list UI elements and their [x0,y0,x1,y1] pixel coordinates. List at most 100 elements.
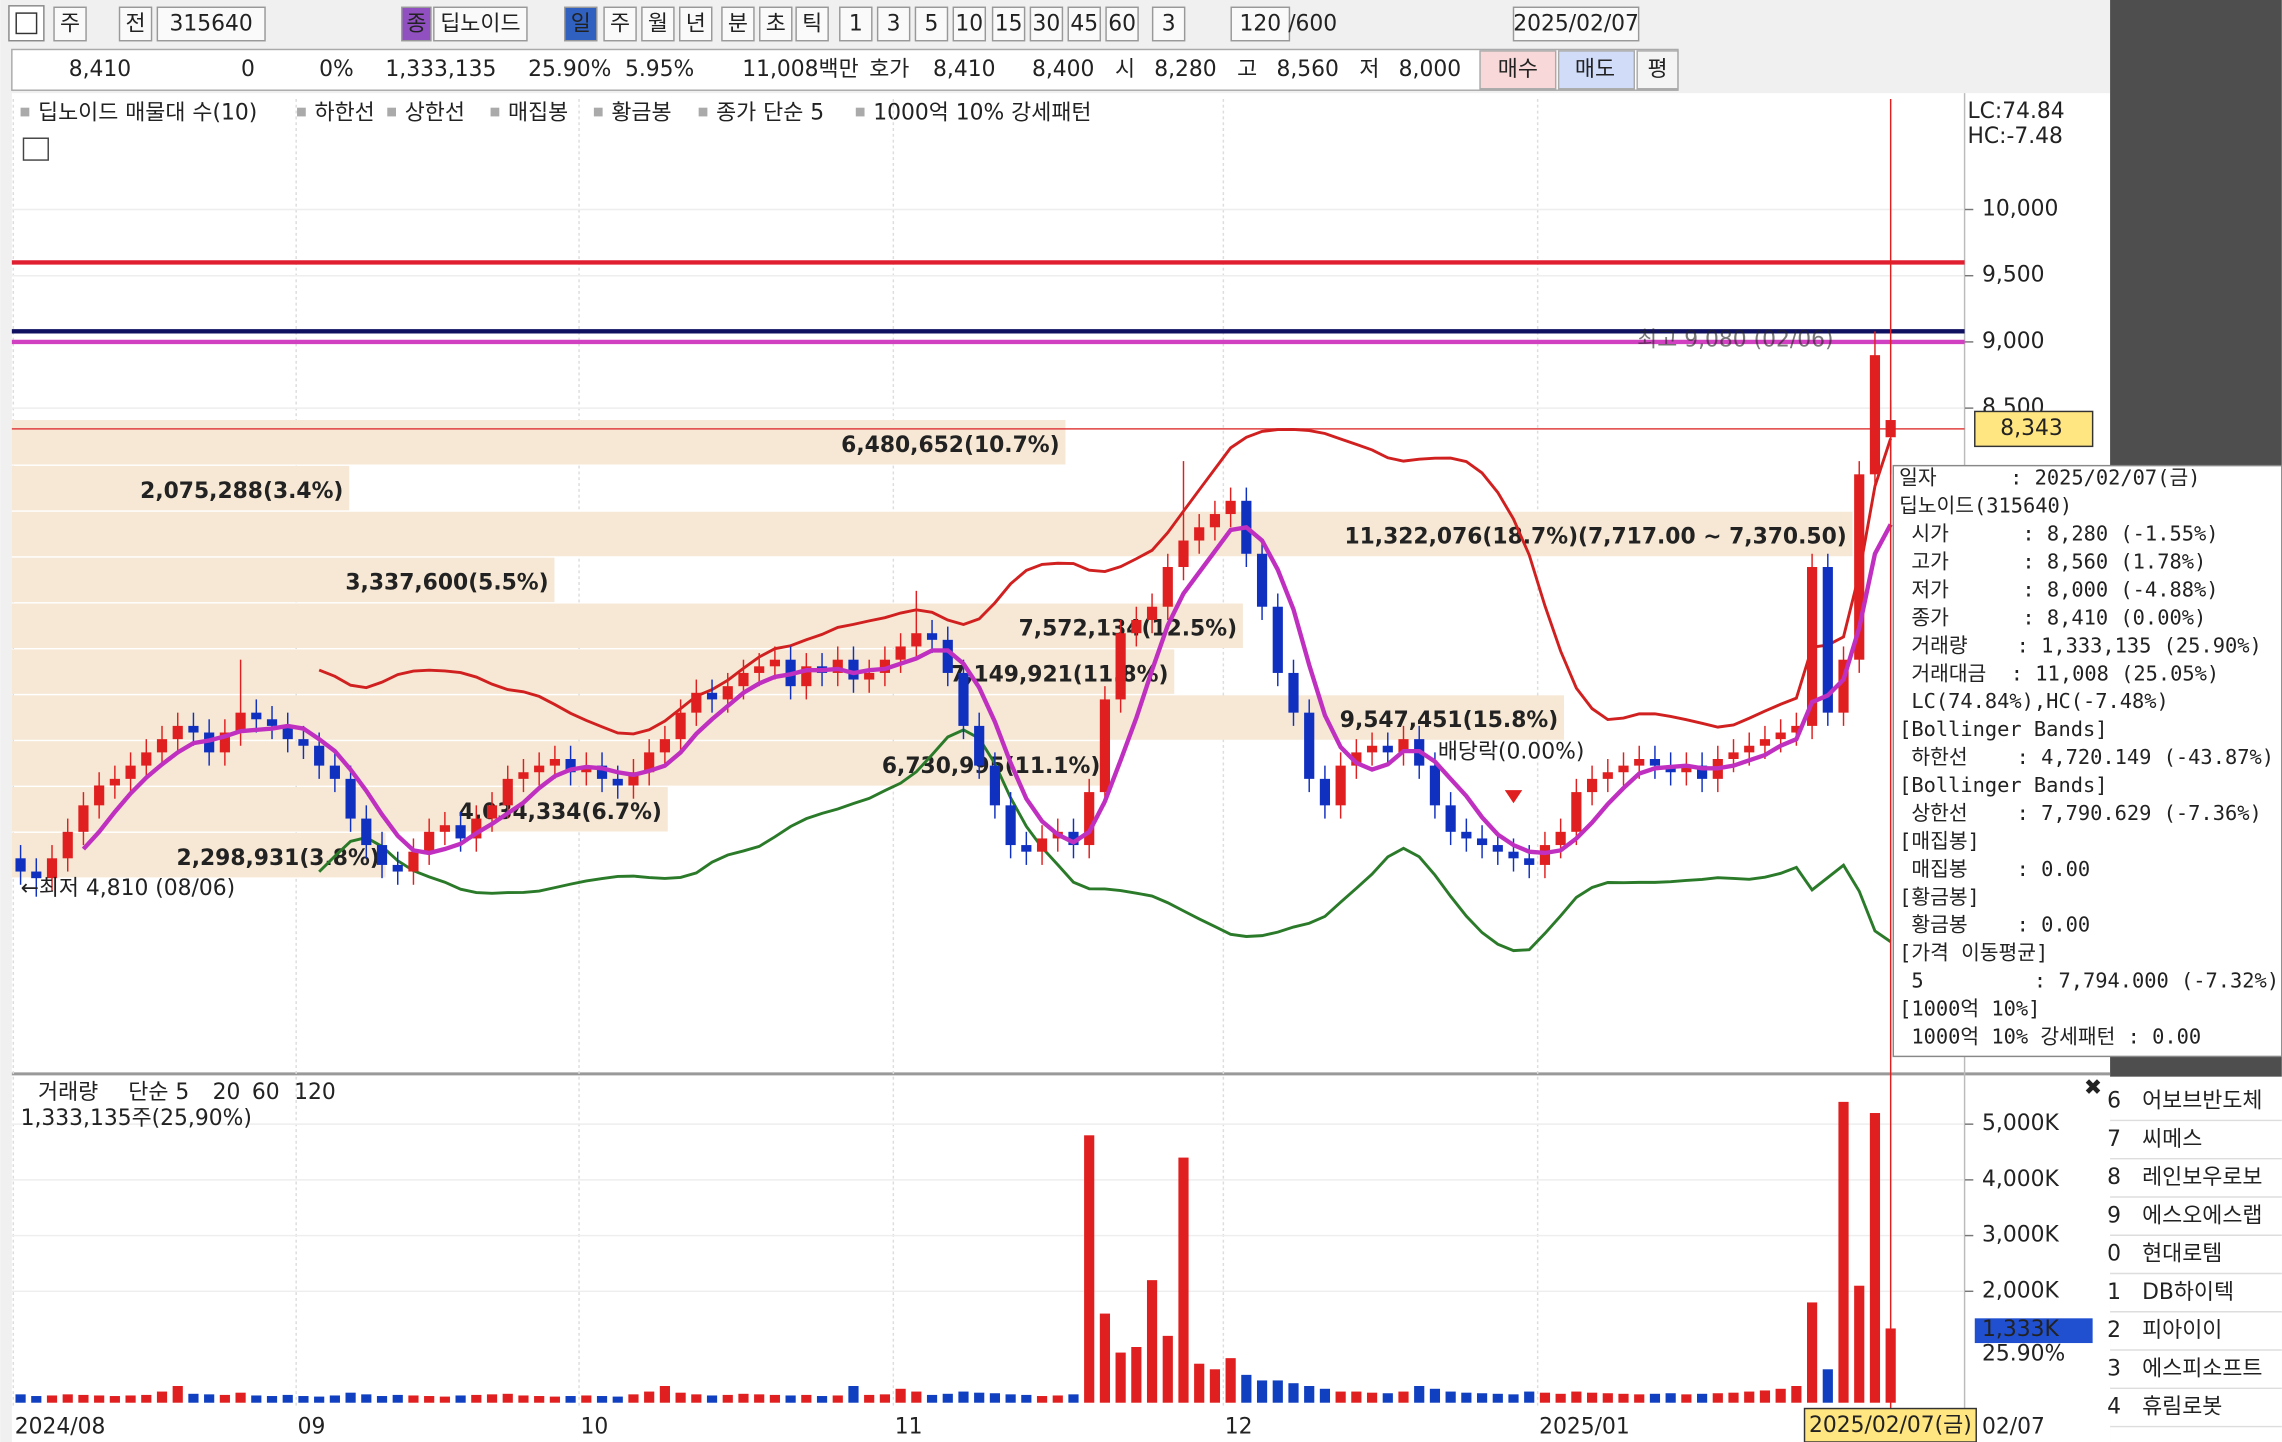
candle-body [911,633,922,647]
toolbar-button[interactable] [641,6,675,42]
candle-body [864,672,875,680]
avg-button[interactable] [1636,50,1679,90]
tooltip-line: 매집봉 : 0.00 [1899,857,2090,881]
x-tick-label: 12 [1225,1414,1253,1439]
toolbar-button[interactable] [721,6,755,42]
candle-body [1508,851,1519,859]
volume-bar [1602,1393,1613,1403]
side-row-name[interactable]: 현대로템 [2142,1242,2222,1267]
sell-button[interactable] [1557,50,1636,90]
side-row-name[interactable]: 에스오에스랩 [2142,1203,2262,1228]
candle-body [219,732,230,753]
toolbar-label: 년 [686,12,706,37]
candle-body [31,871,42,879]
volume-bar [298,1396,309,1403]
candle-body [801,666,812,687]
bollinger-lower [318,728,1892,953]
volume-bar [1728,1392,1739,1403]
tooltip-line: [황금봉] [1899,885,1980,909]
volume-bar [1162,1335,1173,1403]
tooltip-line: 종가 : 8,410 (0.00%) [1899,605,2206,629]
candle-body [1335,765,1346,806]
vol-legend-label: 단순 5 [128,1080,189,1105]
toolbar-button[interactable] [564,6,598,42]
table-icon[interactable] [22,137,49,161]
candle-body [1822,567,1833,713]
volume-bar [1492,1393,1503,1403]
volume-bar [1288,1383,1299,1403]
volume-profile-band [11,832,386,878]
toolbar-button[interactable] [1105,6,1139,42]
toolbar-button[interactable] [952,6,987,42]
legend-swatch [855,107,865,117]
toolbar-button[interactable] [1029,6,1064,42]
side-row-name[interactable]: 레인보우로보 [2142,1165,2262,1190]
side-row-rank: 2 [2107,1318,2121,1343]
toolbar-button[interactable] [53,6,87,42]
volume-profile-label: 11,322,076(18.7%)(7,717.00 ~ 7,370.50) [1344,525,1846,550]
quote-value: 8,410 [69,57,131,82]
tooltip-line: 고가 : 8,560 (1.78%) [1899,550,2206,574]
quote-value: 11,008백만 [742,57,858,82]
candle-body [1288,672,1299,713]
side-row-name[interactable]: 휴림로봇 [2142,1395,2222,1420]
candle-body [1319,778,1331,806]
candle-body [518,772,529,779]
candle-body [486,805,498,819]
candle-body [1256,553,1268,607]
legend-swatch [490,107,500,117]
toolbar-button[interactable] [118,6,153,42]
toolbar-button[interactable] [156,6,266,42]
toolbar-button[interactable] [679,6,713,42]
candle-body [942,639,953,673]
toolbar-button[interactable] [914,6,949,42]
tooltip-line: LC(74.84%),HC(-7.48%) [1899,689,2169,713]
candle-body [879,659,890,673]
toolbar-label: 10 [955,12,983,37]
buy-button[interactable] [1479,50,1557,90]
candle-body [691,692,702,713]
side-row-name[interactable]: 어보브반도체 [2142,1089,2262,1114]
volume-profile-label: 9,547,451(15.8%) [1340,708,1558,733]
tooltip-line: 저가 : 8,000 (-4.88%) [1899,577,2218,601]
toolbar-button[interactable] [876,6,911,42]
toolbar-button[interactable] [991,6,1026,42]
volume-profile-label: 2,075,288(3.4%) [140,479,343,504]
volume-bar [31,1396,42,1403]
side-row-name[interactable]: 씨메스 [2142,1127,2202,1152]
candle-body [675,712,686,740]
volume-bar [1225,1358,1236,1403]
tooltip-line: 5 : 7,794.000 (-7.32%) [1899,969,2279,993]
candle-body [62,831,73,859]
side-row-name[interactable]: 피아이이 [2142,1318,2222,1343]
volume-bar [1524,1391,1535,1403]
toolbar-button[interactable] [1151,6,1186,42]
candle-body [392,864,403,872]
volume-bar [94,1395,105,1403]
toolbar-button[interactable] [433,6,528,42]
volume-bar [565,1396,576,1403]
toolbar-button[interactable] [603,6,637,42]
side-row-name[interactable]: 에스피소프트 [2142,1356,2262,1381]
toolbar-button[interactable] [759,6,793,42]
candle-body [1225,500,1236,515]
toolbar-button[interactable] [1067,6,1101,42]
close-icon[interactable]: ✖ [2084,1075,2102,1100]
volume-bar [1712,1393,1723,1403]
volume-bar [706,1395,718,1403]
x-tick-label: 09 [298,1414,326,1439]
legend-label: 딥노이드 매물대 수(10) [38,100,257,125]
toolbar-button[interactable] [839,6,873,42]
toolbar-button[interactable] [401,6,432,42]
volume-bar [1681,1394,1692,1403]
toolbar-button[interactable] [1230,6,1291,42]
side-row-name[interactable]: DB하이텍 [2142,1280,2234,1305]
side-row-rank: 6 [2107,1089,2121,1114]
quote-value: 8,400 [1032,57,1094,82]
toolbar-button[interactable] [795,6,829,42]
candle-body [1492,845,1503,852]
toolbar-button[interactable] [1512,6,1640,42]
tooltip-line: [매집봉] [1899,829,1980,853]
volume-bar [864,1394,875,1403]
menu-button[interactable] [8,5,45,42]
